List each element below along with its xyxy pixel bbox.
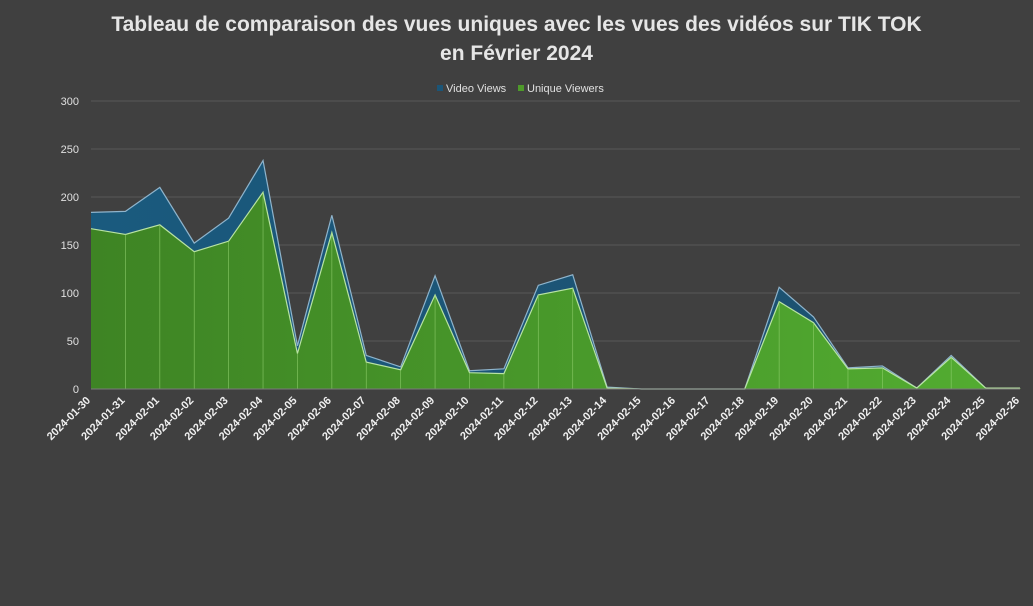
y-tick-label-0: 0: [73, 384, 79, 396]
y-tick-label-150: 150: [61, 240, 79, 252]
area-unique-viewers: [91, 192, 1020, 389]
chart-title: Tableau de comparaison des vues uniques …: [0, 10, 1033, 68]
legend-label-video-views: Video Views: [446, 83, 507, 95]
legend-label-unique-viewers: Unique Viewers: [527, 83, 604, 95]
y-tick-label-50: 50: [67, 336, 79, 348]
series-line-video-views: [90, 158, 1020, 390]
y-tick-label-200: 200: [61, 192, 79, 204]
y-tick-label-250: 250: [61, 144, 79, 156]
chart-title-line-1: Tableau de comparaison des vues uniques …: [111, 13, 922, 36]
legend-swatch-video-views: [437, 85, 443, 91]
series-line-unique-viewers: [90, 190, 1020, 390]
chart-title-line-2: en Février 2024: [440, 42, 593, 65]
legend-swatch-unique-viewers: [518, 85, 524, 91]
y-tick-label-100: 100: [61, 288, 79, 300]
y-tick-label-300: 300: [61, 96, 79, 108]
